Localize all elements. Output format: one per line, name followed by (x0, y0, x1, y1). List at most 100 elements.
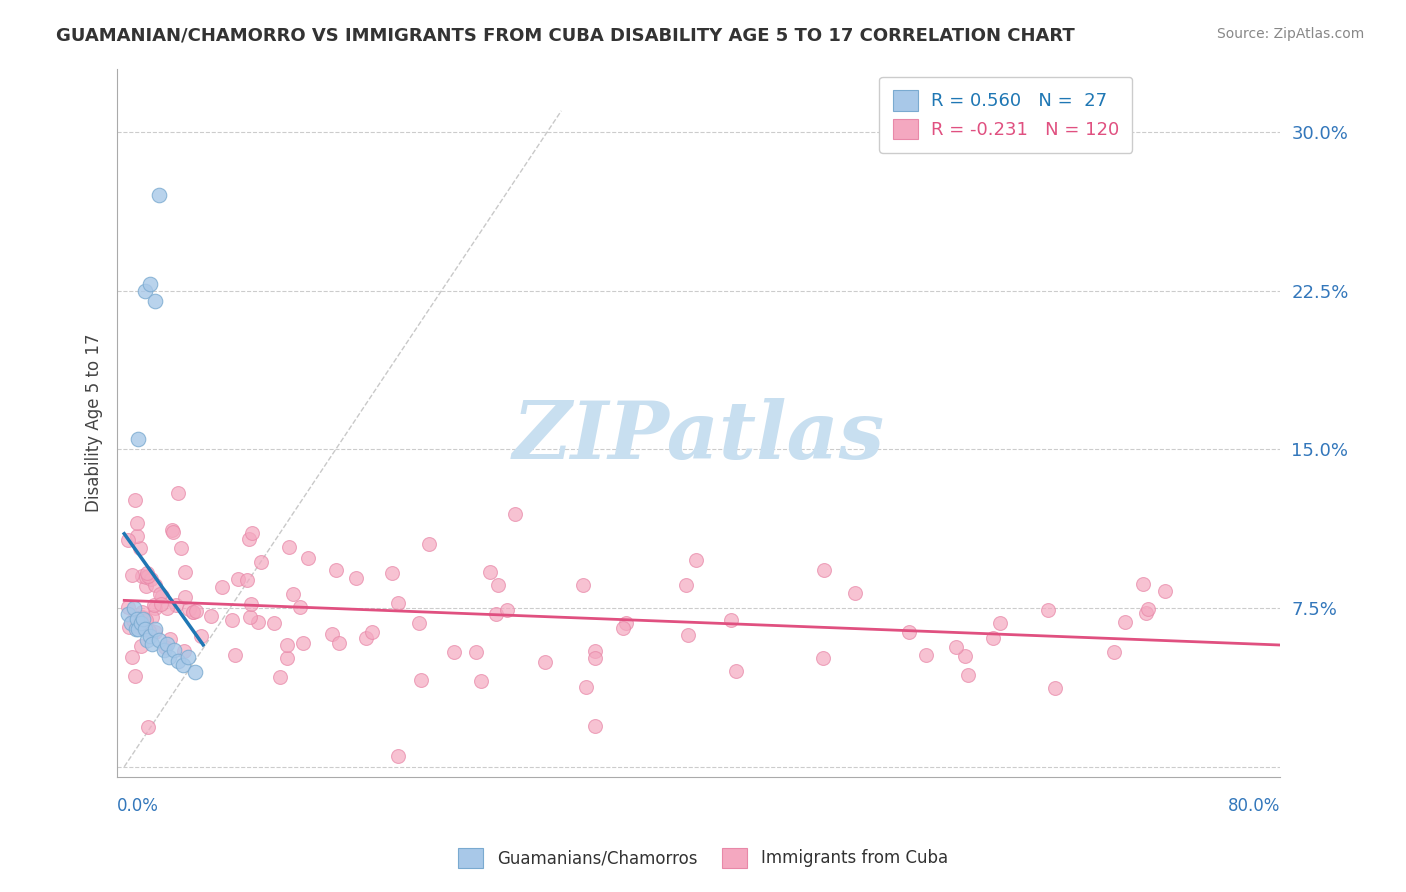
Point (945, 640, 967, 654)
Point (121, 568, 143, 582)
Point (162, 643, 184, 657)
Point (1114, 615, 1136, 629)
Point (141, 572, 163, 586)
Point (143, 294, 166, 309)
Point (239, 597, 262, 611)
Point (150, 598, 173, 612)
Point (981, 632, 1004, 646)
Point (283, 587, 305, 601)
Point (172, 658, 194, 673)
Point (238, 532, 260, 546)
Point (813, 563, 835, 577)
Point (443, 645, 465, 659)
Point (247, 615, 270, 629)
Point (190, 629, 212, 643)
Point (127, 622, 149, 636)
Point (614, 615, 637, 630)
Point (325, 563, 347, 577)
Point (143, 622, 166, 636)
Point (583, 651, 606, 665)
Point (117, 607, 139, 622)
Point (117, 533, 139, 547)
Point (148, 632, 170, 647)
Point (583, 643, 606, 657)
Point (181, 605, 204, 619)
Point (184, 604, 207, 618)
Point (211, 580, 233, 594)
Point (1154, 583, 1177, 598)
Point (149, 587, 172, 601)
Y-axis label: Disability Age 5 to 17: Disability Age 5 to 17 (86, 334, 103, 512)
Point (988, 615, 1011, 630)
Point (136, 568, 159, 582)
Point (135, 632, 157, 647)
Point (166, 486, 188, 500)
Point (571, 578, 593, 592)
Point (165, 598, 187, 612)
Point (612, 621, 634, 635)
Point (124, 493, 146, 508)
Text: ZIPatlas: ZIPatlas (513, 399, 884, 475)
Point (381, 566, 404, 581)
Point (239, 610, 262, 624)
Point (1135, 606, 1157, 620)
Point (121, 649, 143, 664)
Point (811, 650, 834, 665)
Point (1102, 645, 1125, 659)
Point (141, 609, 163, 624)
Point (297, 551, 319, 566)
Point (276, 639, 298, 653)
Point (148, 188, 170, 202)
Point (575, 680, 598, 694)
Point (127, 432, 149, 446)
Point (276, 650, 298, 665)
Point (292, 636, 315, 650)
Point (387, 596, 409, 610)
Point (174, 590, 197, 604)
Point (135, 614, 157, 628)
Point (221, 613, 243, 627)
Legend: R = 0.560   N =  27, R = -0.231   N = 120: R = 0.560 N = 27, R = -0.231 N = 120 (879, 77, 1132, 153)
Point (179, 601, 201, 615)
Point (138, 629, 160, 643)
Point (135, 579, 157, 593)
Point (176, 649, 198, 664)
Point (128, 620, 150, 634)
Point (138, 277, 160, 292)
Point (240, 526, 263, 541)
Point (496, 602, 519, 616)
Point (914, 648, 936, 662)
Point (685, 553, 707, 567)
Point (143, 625, 166, 640)
Point (720, 613, 742, 627)
Point (136, 720, 159, 734)
Point (226, 572, 249, 586)
Point (131, 612, 153, 626)
Point (143, 577, 166, 591)
Point (174, 565, 197, 579)
Point (122, 601, 145, 615)
Point (360, 625, 382, 640)
Point (122, 613, 145, 627)
Point (134, 622, 156, 636)
Point (387, 749, 409, 764)
Legend: Guamanians/Chamorros, Immigrants from Cuba: Guamanians/Chamorros, Immigrants from Cu… (451, 841, 955, 875)
Point (131, 569, 153, 583)
Point (127, 529, 149, 543)
Point (250, 555, 273, 569)
Point (129, 615, 152, 630)
Point (125, 516, 148, 530)
Point (277, 540, 299, 554)
Point (200, 608, 222, 623)
Point (583, 719, 606, 733)
Point (290, 599, 312, 614)
Point (1043, 681, 1066, 695)
Point (169, 541, 191, 555)
Point (411, 673, 433, 687)
Text: 0.0%: 0.0% (117, 797, 159, 815)
Point (725, 664, 748, 678)
Point (344, 571, 367, 585)
Point (134, 284, 156, 298)
Point (534, 656, 557, 670)
Point (162, 524, 184, 539)
